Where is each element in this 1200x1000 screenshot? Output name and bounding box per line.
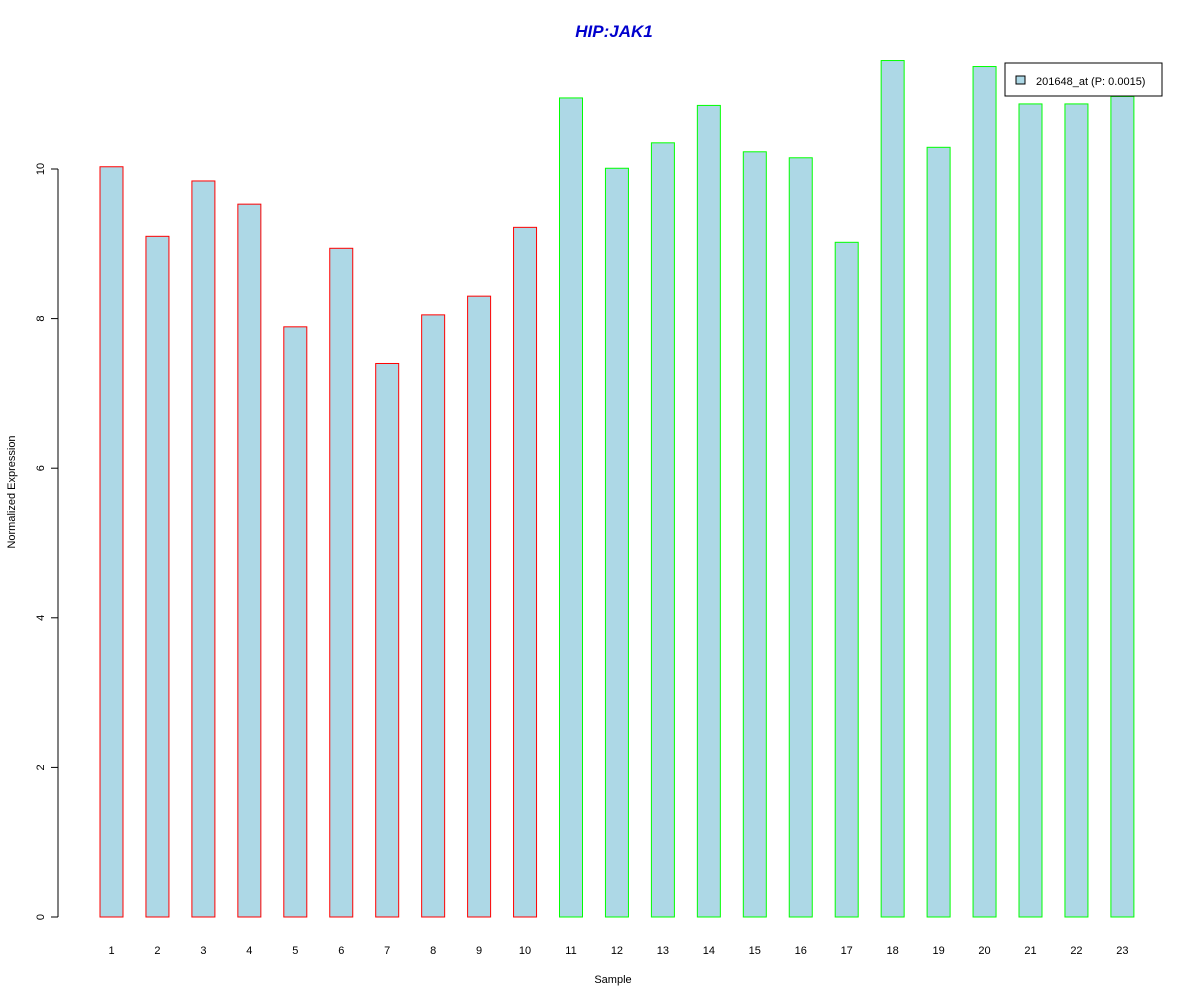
legend: 201648_at (P: 0.0015) [1004,62,1163,97]
y-tick-label: 10 [35,163,47,175]
x-axis-title: Sample [594,974,631,986]
bar-sample-2 [145,235,170,918]
bar-sample-16 [788,157,813,918]
bar-sample-6 [329,247,354,918]
y-tick-label: 8 [35,316,47,322]
bar-sample-13 [650,142,675,918]
x-tick-label: 20 [978,945,990,957]
legend-swatch [1015,75,1026,85]
bar-sample-11 [559,97,583,918]
x-tick-label: 11 [565,945,576,957]
x-tick-label: 23 [1116,945,1128,957]
x-tick-label: 5 [292,945,298,957]
x-tick-label: 8 [430,945,436,957]
x-tick-label: 22 [1070,945,1082,957]
x-tick-label: 19 [932,945,944,957]
x-tick-label: 4 [246,945,252,957]
x-tick-label: 14 [703,945,715,957]
bar-sample-17 [834,241,859,918]
legend-label: 201648_at (P: 0.0015) [1036,76,1145,88]
bar-sample-19 [926,146,951,918]
bar-sample-5 [283,326,308,918]
bar-sample-1 [99,166,124,918]
x-tick-label: 3 [200,945,206,957]
x-tick-label: 21 [1024,945,1036,957]
x-tick-label: 15 [749,945,761,957]
bar-sample-10 [513,226,538,918]
x-tick-label: 18 [887,945,899,957]
x-axis-labels: 1 2 3 4 5 6 7 8 9 10 11 12 13 14 15 16 17 18 19 20 21 22 23 [108,945,1128,957]
x-tick-label: 9 [476,945,482,957]
bar-sample-21 [1018,103,1043,918]
y-axis-title: Normalized Expression [6,435,18,548]
bar-sample-4 [237,203,262,918]
bar-sample-12 [604,167,629,918]
y-tick-label: 6 [35,465,47,471]
bar-sample-18 [880,60,905,918]
bar-sample-8 [421,314,446,918]
y-axis-ticks: 0 2 4 6 8 10 [35,163,58,920]
bars-group [99,60,1135,918]
y-tick-label: 4 [35,615,47,621]
bar-sample-23 [1110,95,1135,918]
x-tick-label: 10 [519,945,531,957]
x-tick-label: 2 [154,945,160,957]
chart-title: HIP:JAK1 [575,22,652,41]
legend-box [1004,62,1163,97]
x-tick-label: 7 [384,945,390,957]
bar-sample-15 [742,151,767,918]
bar-sample-9 [467,295,492,918]
x-tick-label: 17 [841,945,853,957]
x-tick-label: 12 [611,945,623,957]
bar-sample-3 [191,180,216,918]
bar-sample-7 [375,362,400,918]
x-tick-label: 16 [795,945,807,957]
x-tick-label: 6 [338,945,344,957]
bar-sample-20 [972,66,997,918]
x-tick-label: 13 [657,945,669,957]
bar-sample-22 [1064,103,1089,918]
bar-sample-14 [696,104,721,918]
y-tick-label: 0 [35,914,47,920]
x-tick-label: 1 [108,945,114,957]
y-tick-label: 2 [35,764,47,770]
